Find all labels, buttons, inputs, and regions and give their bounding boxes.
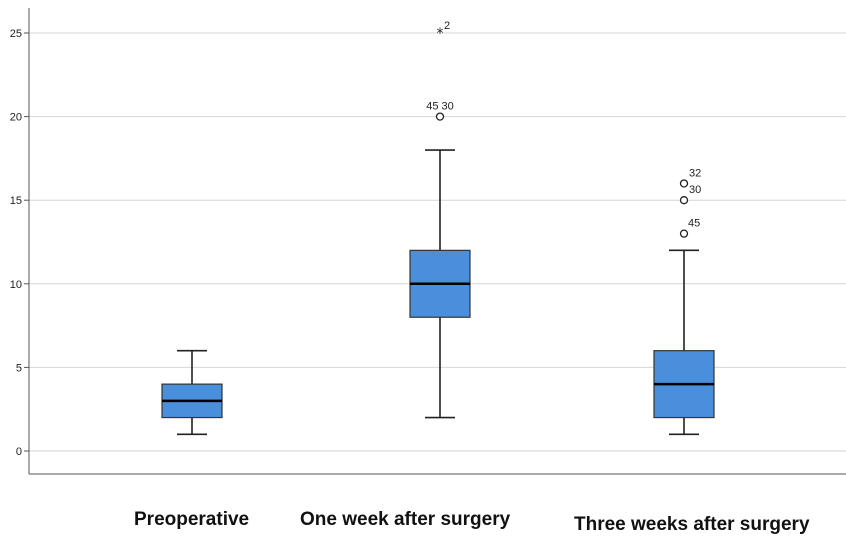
y-axis: 0 5 10 15 20 25 bbox=[10, 8, 846, 475]
outlier-point bbox=[435, 112, 445, 121]
box-0 bbox=[161, 349, 223, 436]
y-tick-label-25: 25 bbox=[10, 28, 22, 40]
outlier-label: 45 bbox=[688, 218, 700, 230]
boxes: 45 30 * 2 45 30 32 bbox=[161, 20, 715, 436]
box-1: 45 30 * 2 bbox=[409, 20, 471, 419]
outlier-label: 32 bbox=[689, 167, 701, 179]
outlier-label: 30 bbox=[689, 184, 701, 196]
gridlines bbox=[29, 32, 846, 452]
y-tick-label-5: 5 bbox=[16, 362, 22, 374]
outlier-label: 2 bbox=[444, 20, 450, 32]
y-tick-label-20: 20 bbox=[10, 112, 22, 124]
outlier-extreme: * bbox=[437, 26, 444, 42]
category-label-one-week: One week after surgery bbox=[300, 509, 511, 530]
y-tick-label-0: 0 bbox=[16, 446, 22, 458]
box-2: 45 30 32 bbox=[653, 167, 715, 436]
category-label-preoperative: Preoperative bbox=[134, 509, 250, 530]
outlier-point bbox=[679, 196, 689, 205]
outlier-label: 45 30 bbox=[426, 101, 454, 113]
category-label-three-weeks: Three weeks after surgery bbox=[574, 514, 810, 535]
outlier-point bbox=[679, 229, 689, 238]
y-tick-label-15: 15 bbox=[10, 195, 22, 207]
outlier-point bbox=[679, 179, 689, 188]
y-tick-label-10: 10 bbox=[10, 279, 22, 291]
